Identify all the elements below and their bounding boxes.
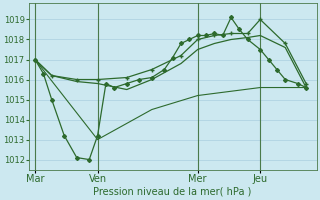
X-axis label: Pression niveau de la mer( hPa ): Pression niveau de la mer( hPa ) — [93, 187, 252, 197]
